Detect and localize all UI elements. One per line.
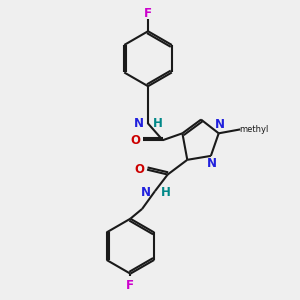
Text: N: N [141,186,151,199]
Text: O: O [130,134,140,147]
Text: F: F [126,279,134,292]
Text: O: O [134,163,144,176]
Text: N: N [215,118,225,131]
Text: H: H [161,186,171,199]
Text: N: N [134,117,144,130]
Text: methyl: methyl [239,125,269,134]
Text: F: F [144,7,152,20]
Text: N: N [207,157,217,170]
Text: H: H [153,117,163,130]
